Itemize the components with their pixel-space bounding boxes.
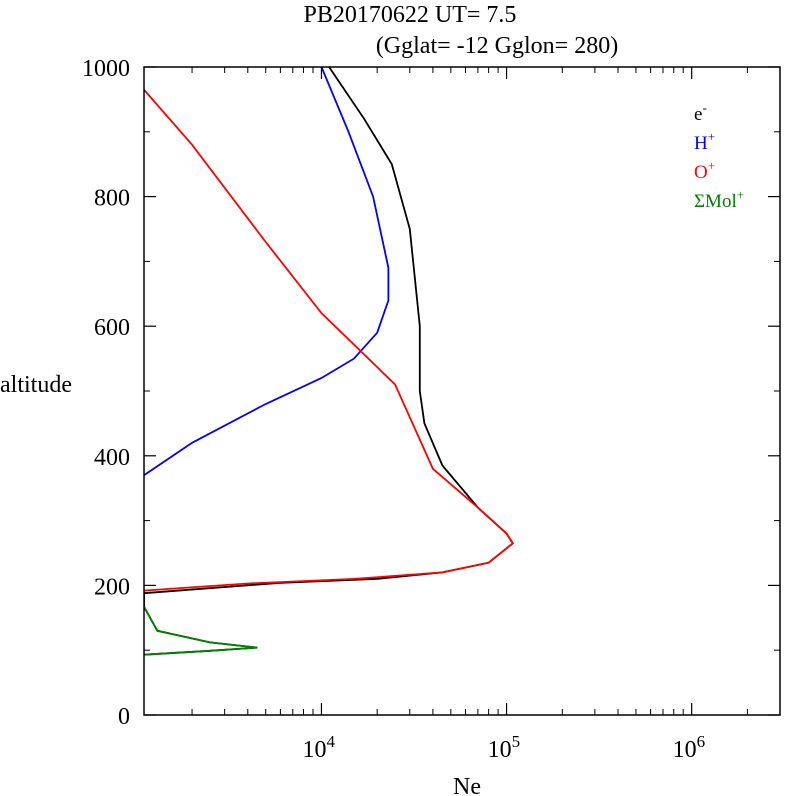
x-tick-label: 105 bbox=[488, 732, 521, 763]
legend-entry-1: H+ bbox=[694, 129, 715, 154]
chart-title-line1: PB20170622 UT= 7.5 bbox=[304, 2, 517, 28]
x-tick-label: 106 bbox=[673, 732, 706, 763]
y-tick-label: 800 bbox=[94, 186, 130, 212]
y-tick-label: 200 bbox=[94, 574, 130, 600]
chart-title-line2: (Gglat= -12 Gglon= 280) bbox=[376, 33, 618, 59]
legend-entry-0: e- bbox=[694, 100, 707, 125]
y-axis-label: altitude bbox=[0, 372, 72, 398]
y-tick-label: 0 bbox=[118, 704, 130, 730]
legend-entry-2: O+ bbox=[694, 158, 715, 183]
y-tick-label: 400 bbox=[94, 445, 130, 471]
y-tick-label: 600 bbox=[94, 315, 130, 341]
y-tick-label: 1000 bbox=[82, 56, 130, 82]
series-line-3 bbox=[144, 606, 258, 656]
series-line-2 bbox=[144, 89, 514, 592]
axis-layer: 0 200 400 600 800 1000 104 105 106 bbox=[82, 56, 780, 763]
plot-frame bbox=[143, 66, 781, 716]
series-layer bbox=[144, 67, 514, 656]
series-line-1 bbox=[144, 67, 390, 476]
x-axis-label: Ne bbox=[453, 774, 481, 796]
legend: e- H+ O+ ΣMol+ bbox=[694, 100, 744, 212]
x-tick-label: 104 bbox=[302, 732, 335, 763]
legend-entry-3: ΣMol+ bbox=[694, 187, 744, 212]
